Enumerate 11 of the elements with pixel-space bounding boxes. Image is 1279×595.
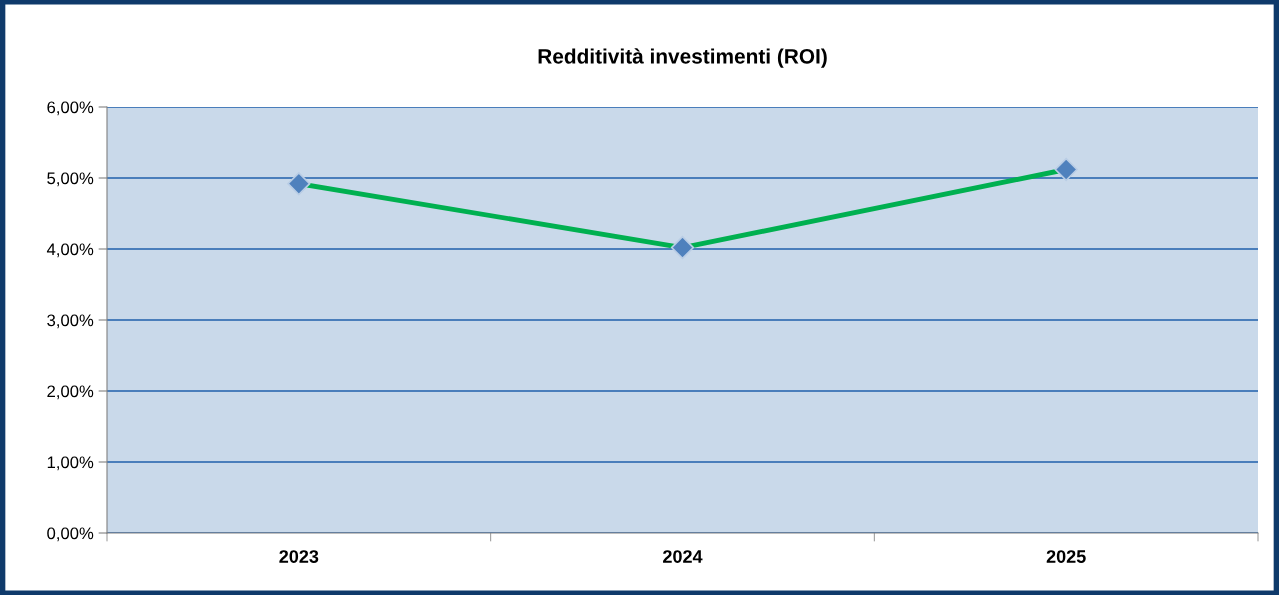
y-tick-label: 6,00%: [47, 101, 94, 116]
y-tick-label: 2,00%: [47, 385, 94, 400]
y-tick-label: 0,00%: [47, 527, 94, 542]
y-tick-label: 1,00%: [47, 456, 94, 471]
x-tick-label: 2024: [663, 550, 703, 563]
x-tick-label: 2025: [1046, 550, 1086, 563]
chart-title: Redditività investimenti (ROI): [538, 48, 827, 68]
y-tick-label: 3,00%: [47, 314, 94, 329]
y-tick-label: 5,00%: [47, 172, 94, 187]
x-tick-label: 2023: [279, 550, 319, 563]
y-tick-label: 4,00%: [46, 243, 94, 258]
